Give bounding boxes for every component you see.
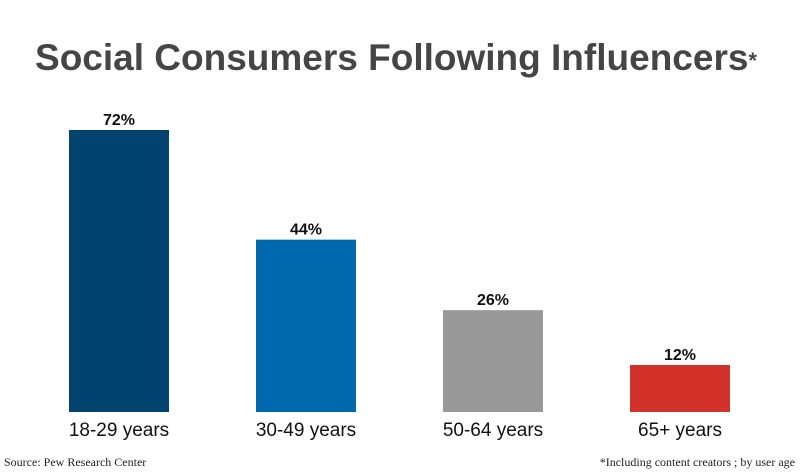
data-label-3: 26% [477, 292, 509, 309]
footnote: *Including content creators ; by user ag… [600, 455, 795, 469]
bar-1 [69, 130, 169, 412]
data-label-4: 12% [664, 347, 696, 364]
chart-title: Social Consumers Following Influencers* [35, 37, 757, 78]
data-label-2: 44% [290, 222, 322, 239]
x-tick-label-2: 30-49 years [256, 420, 356, 441]
bar-4 [630, 365, 730, 412]
x-tick-label-1: 18-29 years [69, 420, 169, 441]
chart-title-text: Social Consumers Following Influencers [35, 37, 748, 78]
x-tick-label-4: 65+ years [638, 420, 722, 441]
x-tick-label-3: 50-64 years [443, 420, 543, 441]
data-label-1: 72% [103, 112, 135, 129]
chart-title-asterisk: * [748, 48, 757, 73]
source-note: Source: Pew Research Center [4, 455, 146, 469]
bar-3 [443, 310, 543, 412]
bar-2 [256, 239, 356, 412]
bars-group: 72% 18-29 years 44% 30-49 years 26% 50-64 yea… [69, 112, 730, 441]
